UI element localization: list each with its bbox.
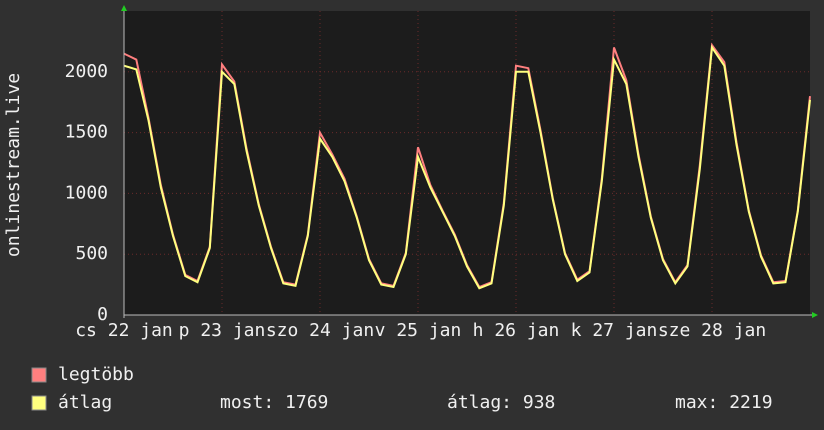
y-tick-label: 0 [97,304,108,325]
labels: 0 500 1000 1500 2000 cs 22 jan p 23 jan szo 24 … [65,61,767,341]
stat: átlag: 938 [447,392,555,413]
stat-label: max: [675,392,718,413]
stat-value: 2219 [729,392,772,413]
y-tick-label: 1000 [65,182,108,203]
y-tick-label: 500 [75,243,108,264]
stat-label: átlag: [447,392,512,413]
series-line [123,44,811,290]
y-axis-label: onlinestream.live [3,73,24,257]
x-arrow [812,312,818,318]
stat: most: 1769 [220,392,328,413]
x-tick-label: k 27 jan [571,320,658,341]
y-tick-label: 2000 [65,61,108,82]
y-arrow [121,5,127,11]
legend: legtöbb átlag most: 1769 átlag: 938 max: 221… [31,364,773,413]
x-tick-label: cs 22 jan [75,320,173,341]
legend-label: legtöbb [58,364,134,385]
stat: max: 2219 [675,392,773,413]
plot-area [124,11,810,315]
x-tick-label: sze 28 jan [658,320,766,341]
lines [123,42,811,290]
legend-label: átlag [58,392,112,413]
stat-value: 1769 [285,392,328,413]
legend-swatch [31,395,47,411]
x-tick-label: szo 24 jan [266,320,374,341]
stat-value: 938 [523,392,556,413]
stat-label: most: [220,392,274,413]
x-tick-label: h 26 jan [473,320,560,341]
y-tick-label: 1500 [65,122,108,143]
x-tick-label: p 23 jan [179,320,266,341]
x-tick-label: v 25 jan [375,320,462,341]
legend-swatch [31,367,47,383]
